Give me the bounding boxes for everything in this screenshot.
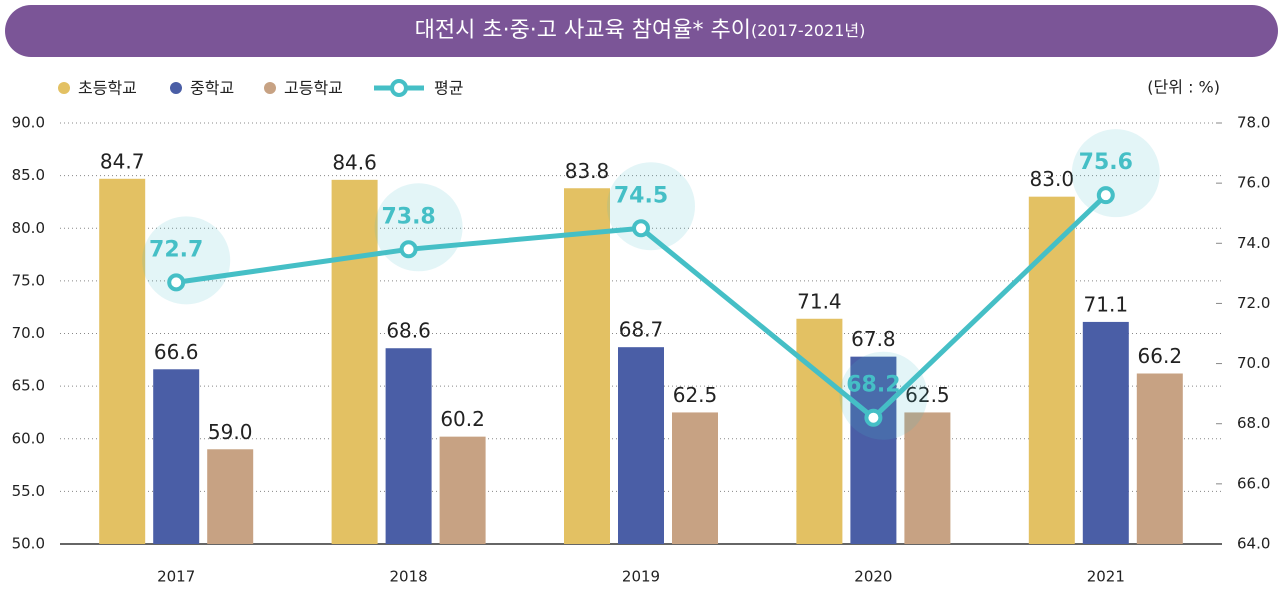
bar bbox=[1137, 373, 1183, 544]
bar bbox=[153, 369, 199, 544]
unit-label: (단위 : %) bbox=[1147, 78, 1220, 97]
y-tick-label: 65.0 bbox=[12, 377, 45, 395]
x-tick-label: 2018 bbox=[390, 568, 428, 586]
value-label: 84.7 bbox=[100, 149, 145, 173]
y-tick-label: 90.0 bbox=[12, 114, 45, 132]
bar bbox=[207, 449, 253, 544]
legend-swatch bbox=[264, 82, 276, 94]
chart: 대전시 초·중·고 사교육 참여율* 추이(2017-2021년) (단위 : … bbox=[0, 0, 1285, 590]
bar bbox=[796, 319, 842, 544]
title-text: 대전시 초·중·고 사교육 참여율* 추이 bbox=[415, 18, 751, 43]
line-value-label: 68.2 bbox=[846, 373, 900, 398]
value-label: 62.5 bbox=[673, 383, 718, 407]
value-label: 84.6 bbox=[332, 150, 377, 174]
line-value-label: 73.8 bbox=[381, 204, 435, 229]
x-tick-label: 2021 bbox=[1087, 568, 1125, 586]
value-label: 66.2 bbox=[1138, 344, 1183, 368]
y-tick-label: 80.0 bbox=[12, 219, 45, 237]
bar bbox=[618, 347, 664, 544]
y-tick-label: 70.0 bbox=[12, 324, 45, 342]
y-tick-label: 50.0 bbox=[12, 535, 45, 553]
bar bbox=[904, 412, 950, 544]
bar bbox=[386, 348, 432, 544]
legend-label: 초등학교 bbox=[78, 79, 137, 98]
x-tick-label: 2017 bbox=[157, 568, 195, 586]
line-value-label: 75.6 bbox=[1079, 150, 1133, 175]
value-label: 83.0 bbox=[1030, 167, 1075, 191]
x-tick-label: 2020 bbox=[854, 568, 892, 586]
y2-tick-label: 74.0 bbox=[1237, 234, 1270, 252]
line-marker bbox=[866, 411, 880, 425]
bar bbox=[564, 188, 610, 544]
y2-tick-label: 66.0 bbox=[1237, 474, 1270, 492]
y-tick-label: 55.0 bbox=[12, 482, 45, 500]
value-label: 66.6 bbox=[154, 340, 199, 364]
value-label: 68.7 bbox=[619, 318, 664, 342]
legend-swatch bbox=[58, 82, 70, 94]
legend-swatch bbox=[170, 82, 182, 94]
bar bbox=[672, 412, 718, 544]
bar bbox=[1083, 322, 1129, 544]
y2-tick-label: 78.0 bbox=[1237, 114, 1270, 132]
y2-tick-label: 72.0 bbox=[1237, 294, 1270, 312]
value-label: 67.8 bbox=[851, 327, 896, 351]
legend-label: 평균 bbox=[434, 79, 463, 98]
line-marker bbox=[402, 242, 416, 256]
line-marker bbox=[634, 221, 648, 235]
line-marker bbox=[1099, 188, 1113, 202]
subtitle-text: (2017-2021년) bbox=[751, 21, 865, 40]
bar bbox=[332, 180, 378, 544]
x-tick-label: 2019 bbox=[622, 568, 660, 586]
value-label: 60.2 bbox=[440, 407, 485, 431]
y-tick-label: 85.0 bbox=[12, 166, 45, 184]
legend-marker bbox=[392, 81, 406, 95]
y2-tick-label: 70.0 bbox=[1237, 354, 1270, 372]
value-label: 71.1 bbox=[1084, 292, 1129, 316]
bar bbox=[99, 179, 145, 544]
value-label: 71.4 bbox=[797, 289, 842, 313]
legend-label: 중학교 bbox=[190, 79, 234, 98]
bar bbox=[440, 437, 486, 544]
y-tick-label: 60.0 bbox=[12, 429, 45, 447]
value-label: 83.8 bbox=[565, 159, 610, 183]
y2-tick-label: 76.0 bbox=[1237, 174, 1270, 192]
value-label: 59.0 bbox=[208, 420, 253, 444]
y-tick-label: 75.0 bbox=[12, 271, 45, 289]
legend-label: 고등학교 bbox=[284, 79, 343, 98]
line-value-label: 72.7 bbox=[149, 237, 203, 262]
chart-title: 대전시 초·중·고 사교육 참여율* 추이(2017-2021년) bbox=[415, 18, 866, 43]
value-label: 68.6 bbox=[386, 319, 431, 343]
line-marker bbox=[169, 275, 183, 289]
line-value-label: 74.5 bbox=[614, 183, 668, 208]
y2-tick-label: 64.0 bbox=[1237, 535, 1270, 553]
y2-tick-label: 68.0 bbox=[1237, 414, 1270, 432]
